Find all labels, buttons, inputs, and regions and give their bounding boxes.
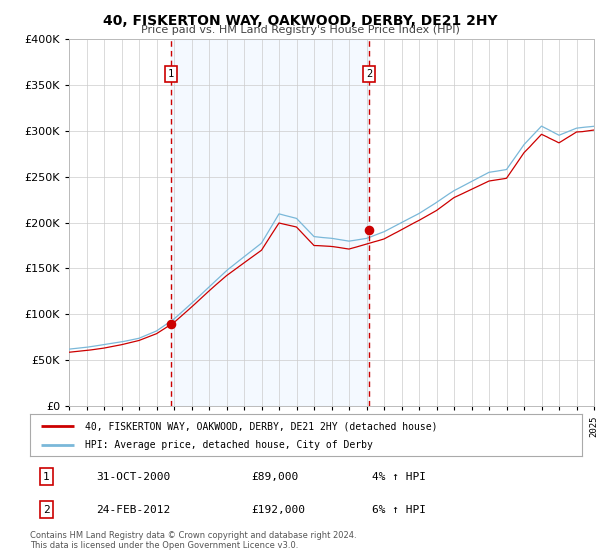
Point bbox=[364, 226, 374, 235]
Bar bbox=[171, 39, 369, 406]
Text: 1: 1 bbox=[43, 472, 50, 482]
Text: 4% ↑ HPI: 4% ↑ HPI bbox=[372, 472, 426, 482]
Text: This data is licensed under the Open Government Licence v3.0.: This data is licensed under the Open Gov… bbox=[30, 541, 298, 550]
Text: £89,000: £89,000 bbox=[251, 472, 298, 482]
Text: HPI: Average price, detached house, City of Derby: HPI: Average price, detached house, City… bbox=[85, 440, 373, 450]
Text: Price paid vs. HM Land Registry's House Price Index (HPI): Price paid vs. HM Land Registry's House … bbox=[140, 25, 460, 35]
Text: 40, FISKERTON WAY, OAKWOOD, DERBY, DE21 2HY (detached house): 40, FISKERTON WAY, OAKWOOD, DERBY, DE21 … bbox=[85, 421, 438, 431]
Text: 6% ↑ HPI: 6% ↑ HPI bbox=[372, 505, 426, 515]
Text: 1: 1 bbox=[168, 69, 174, 79]
Text: 24-FEB-2012: 24-FEB-2012 bbox=[96, 505, 170, 515]
Text: 2: 2 bbox=[366, 69, 372, 79]
Text: 2: 2 bbox=[43, 505, 50, 515]
Text: Contains HM Land Registry data © Crown copyright and database right 2024.: Contains HM Land Registry data © Crown c… bbox=[30, 531, 356, 540]
Point bbox=[166, 320, 176, 329]
Text: 31-OCT-2000: 31-OCT-2000 bbox=[96, 472, 170, 482]
Text: £192,000: £192,000 bbox=[251, 505, 305, 515]
Text: 40, FISKERTON WAY, OAKWOOD, DERBY, DE21 2HY: 40, FISKERTON WAY, OAKWOOD, DERBY, DE21 … bbox=[103, 14, 497, 28]
